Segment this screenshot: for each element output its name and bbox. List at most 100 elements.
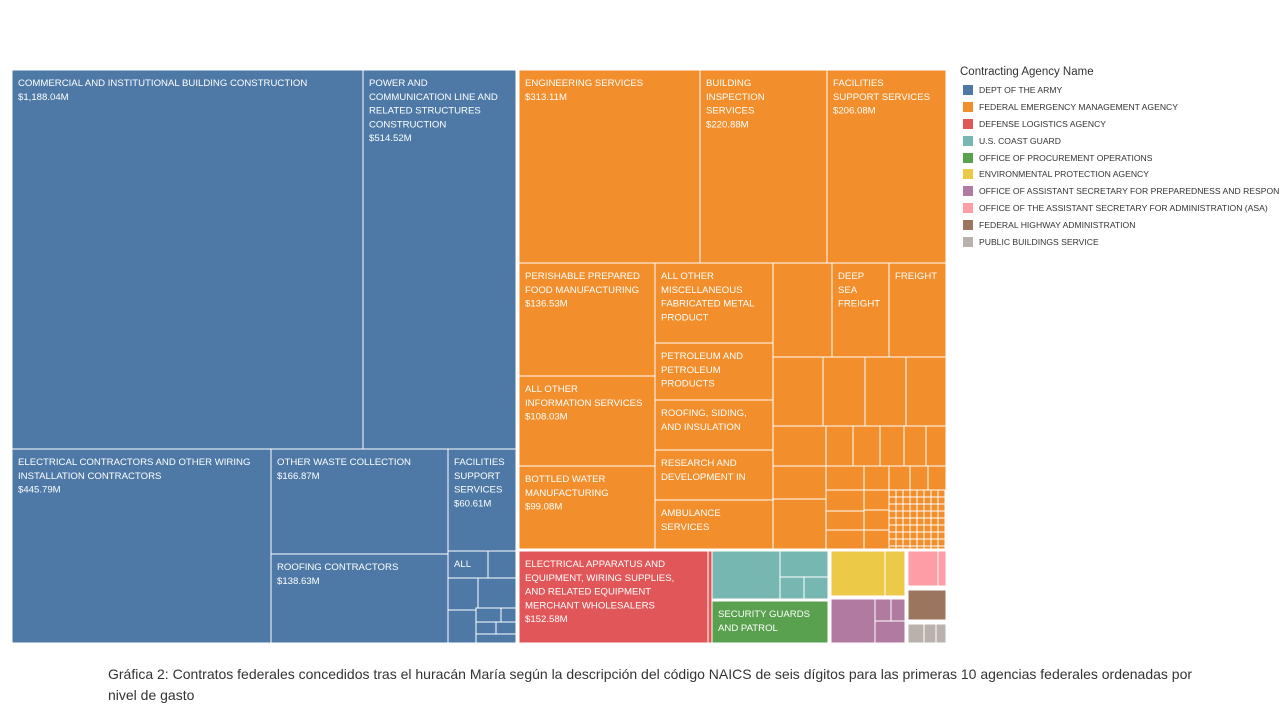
treemap-tile-small (902, 517, 911, 526)
tile-label: ENGINEERING SERVICES (525, 78, 643, 89)
treemap-tile-small (937, 496, 946, 505)
treemap-tile-small (923, 623, 937, 644)
treemap-tile-small (902, 489, 911, 498)
treemap-tile (447, 448, 517, 552)
treemap-tile-small (487, 550, 517, 579)
treemap-tile-small (852, 425, 881, 467)
legend-item: ENVIRONMENTAL PROTECTION AGENCY (960, 166, 1278, 183)
treemap-tile (654, 262, 774, 344)
treemap-tile-small (888, 545, 897, 550)
treemap-tile-small (888, 531, 897, 540)
treemap-tile-small (863, 489, 890, 511)
treemap-tile-small (909, 465, 929, 491)
legend-item: PUBLIC BUILDINGS SERVICE (960, 233, 1278, 250)
tile-label: ELECTRICAL CONTRACTORS AND OTHER WIRING I… (18, 457, 250, 482)
treemap-tile-small (895, 545, 904, 550)
treemap-tile-small (916, 524, 925, 533)
treemap-tile-small (909, 545, 918, 550)
treemap-tile-small (863, 465, 890, 491)
tile-label: ALL OTHER INFORMATION SERVICES (525, 384, 642, 409)
treemap-tile-small (930, 510, 939, 519)
tile-value: $1,188.04M (18, 92, 69, 103)
treemap-tile (11, 448, 272, 644)
treemap-tile-small (937, 524, 946, 533)
treemap-tile-small (909, 510, 918, 519)
treemap-tile-small (907, 623, 925, 644)
treemap-tile-small (902, 524, 911, 533)
treemap-tile-small (930, 531, 939, 540)
treemap-tile-small (909, 531, 918, 540)
treemap-tile-small (895, 538, 904, 547)
tile-label: RESEARCH AND DEVELOPMENT IN (661, 458, 746, 483)
treemap-tile (518, 69, 701, 264)
legend-label: OFFICE OF PROCUREMENT OPERATIONS (979, 152, 1153, 163)
treemap-tile-small (944, 517, 947, 526)
treemap-tile-small (772, 356, 824, 427)
treemap-tile-small (935, 623, 947, 644)
tile-label: ELECTRICAL APPARATUS AND EQUIPMENT, WIRIN… (525, 559, 674, 611)
treemap-tile-small (923, 538, 932, 547)
treemap-tile-small (907, 550, 939, 587)
legend-label: DEFENSE LOGISTICS AGENCY (979, 118, 1107, 129)
treemap-tile-small (937, 531, 946, 540)
treemap-tile (11, 69, 364, 450)
legend-label: PUBLIC BUILDINGS SERVICE (979, 236, 1099, 247)
tile-label: ROOFING CONTRACTORS (277, 562, 398, 573)
legend-item: FEDERAL EMERGENCY MANAGEMENT AGENCY (960, 99, 1278, 116)
treemap-tile (826, 69, 947, 264)
treemap-tile-small (825, 510, 865, 531)
legend-items: DEPT OF THE ARMY FEDERAL EMERGENCY MANAGE… (960, 82, 1280, 250)
treemap-tile-small (447, 577, 479, 611)
treemap-tile-small (888, 503, 897, 512)
treemap-tile (270, 553, 449, 644)
treemap-tile-small (825, 489, 865, 512)
treemap-tile-small (930, 503, 939, 512)
treemap-tile (831, 262, 890, 358)
treemap-tile (518, 375, 656, 467)
treemap-tile-small (923, 531, 932, 540)
treemap-tile-small (944, 545, 947, 550)
treemap-tile-small (879, 425, 905, 467)
tile-label: ROOFING, SIDING, AND INSULATION (661, 408, 747, 433)
treemap-tile-small (888, 489, 897, 498)
treemap-tile-small (772, 498, 827, 550)
treemap-tile-small (930, 496, 939, 505)
treemap-tile (362, 69, 517, 450)
legend-item: FEDERAL HIGHWAY ADMINISTRATION (960, 216, 1278, 233)
treemap-tile-small (884, 550, 906, 597)
treemap-tile-small (937, 510, 946, 519)
treemap-tile (518, 262, 656, 377)
legend-item: DEFENSE LOGISTICS AGENCY (960, 116, 1278, 133)
treemap-tile-small (779, 550, 829, 578)
treemap-tile (518, 550, 709, 644)
treemap-tile-small (937, 503, 946, 512)
treemap-tile-small (447, 609, 477, 644)
tile-label: POWER AND COMMUNICATION LINE AND RELATED S… (369, 78, 498, 130)
tile-label: OTHER WASTE COLLECTION (277, 457, 411, 468)
treemap-tile-small (825, 465, 865, 491)
tile-value: $445.79M (18, 485, 61, 496)
treemap-tile (699, 69, 828, 264)
treemap-tile-small (803, 576, 829, 600)
treemap-tile-small (937, 538, 946, 547)
treemap-tile-small (495, 621, 517, 635)
color-legend: Contracting Agency Name DEPT OF THE ARMY… (960, 66, 1280, 250)
treemap-tile-small (863, 509, 890, 531)
treemap-tile-small (916, 538, 925, 547)
treemap-tile-small (822, 356, 866, 427)
treemap-tile-small (909, 496, 918, 505)
treemap-tile (654, 399, 774, 451)
treemap-tile-small (923, 545, 932, 550)
treemap-tile-small (905, 356, 947, 427)
legend-swatch (963, 219, 973, 230)
tile-value: $108.03M (525, 412, 568, 423)
treemap-tile-small (944, 538, 947, 547)
tile-label: BUILDING INSPECTION SERVICES (706, 78, 765, 117)
treemap-tile-small (944, 524, 947, 533)
legend-swatch (963, 169, 973, 180)
legend-item: OFFICE OF THE ASSISTANT SECRETARY FOR AD… (960, 200, 1278, 217)
tile-value: $99.08M (525, 502, 562, 513)
treemap-tile-small (923, 496, 932, 505)
treemap-tile-small (925, 425, 947, 467)
treemap-tile-small (930, 545, 939, 550)
